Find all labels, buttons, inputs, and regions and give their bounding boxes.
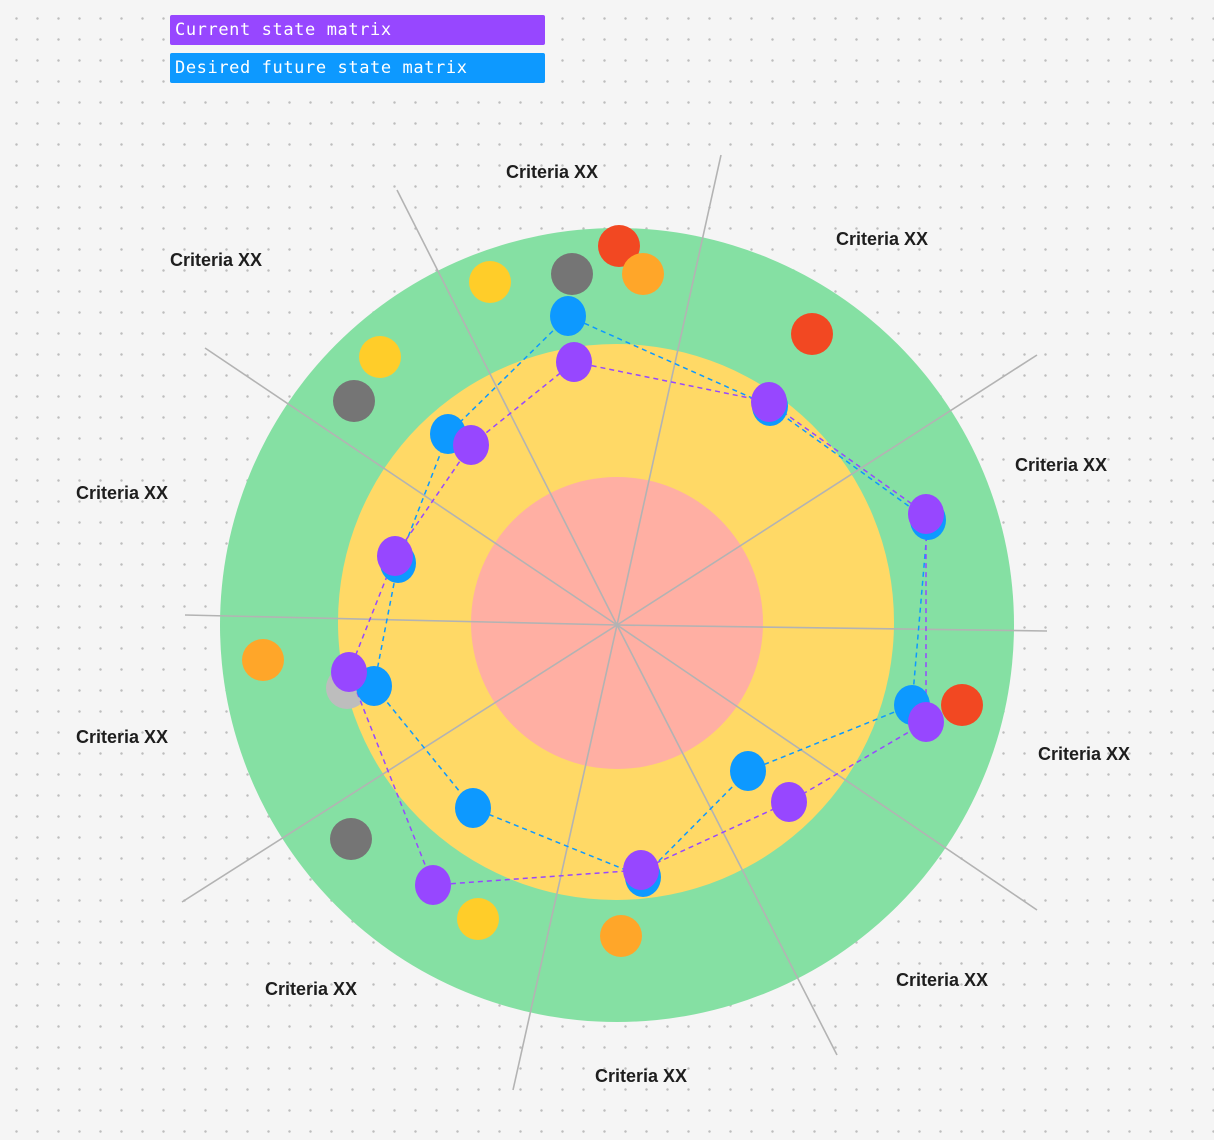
spoke-lines bbox=[181, 154, 1048, 1091]
criteria-label: Criteria XX bbox=[76, 727, 168, 747]
criteria-label: Criteria XX bbox=[1038, 744, 1130, 764]
rating-marker bbox=[600, 915, 642, 957]
criteria-label: Criteria XX bbox=[896, 970, 988, 990]
criteria-label: Criteria XX bbox=[76, 483, 168, 503]
current-state-point bbox=[556, 342, 592, 382]
criteria-label: Criteria XX bbox=[265, 979, 357, 999]
criteria-label: Criteria XX bbox=[836, 229, 928, 249]
criteria-label: Criteria XX bbox=[170, 250, 262, 270]
rating-marker bbox=[242, 639, 284, 681]
rating-marker bbox=[551, 253, 593, 295]
current-state-point bbox=[415, 865, 451, 905]
current-state-point bbox=[771, 782, 807, 822]
rating-marker bbox=[622, 253, 664, 295]
legend-desired-state: Desired future state matrix bbox=[170, 53, 545, 83]
rating-marker bbox=[359, 336, 401, 378]
rating-marker bbox=[941, 684, 983, 726]
current-state-point bbox=[623, 850, 659, 890]
matrix-series bbox=[331, 296, 946, 905]
spoke-line bbox=[616, 624, 1038, 911]
rating-marker bbox=[791, 313, 833, 355]
spoke-line bbox=[184, 614, 618, 626]
criteria-label: Criteria XX bbox=[1015, 455, 1107, 475]
spoke-line bbox=[616, 624, 838, 1056]
rating-marker bbox=[333, 380, 375, 422]
current-state-point bbox=[331, 652, 367, 692]
current-state-point bbox=[908, 494, 944, 534]
spoke-line bbox=[512, 624, 618, 1091]
legend-current-state: Current state matrix bbox=[170, 15, 545, 45]
current-state-point bbox=[908, 702, 944, 742]
spoke-line bbox=[616, 624, 1048, 632]
spoke-line bbox=[181, 624, 618, 903]
current-state-point bbox=[751, 382, 787, 422]
spoke-line bbox=[204, 347, 618, 626]
criteria-label: Criteria XX bbox=[506, 162, 598, 182]
criteria-label: Criteria XX bbox=[595, 1066, 687, 1086]
spoke-line bbox=[396, 189, 618, 626]
rating-marker bbox=[598, 225, 640, 267]
rating-marker bbox=[457, 898, 499, 940]
desired-state-point bbox=[455, 788, 491, 828]
current-state-point bbox=[453, 425, 489, 465]
desired-state-point bbox=[730, 751, 766, 791]
spoke-line bbox=[616, 154, 722, 626]
current-state-point bbox=[377, 536, 413, 576]
desired-state-point bbox=[550, 296, 586, 336]
spoke-line bbox=[616, 354, 1038, 626]
rating-marker bbox=[469, 261, 511, 303]
rating-marker bbox=[330, 818, 372, 860]
